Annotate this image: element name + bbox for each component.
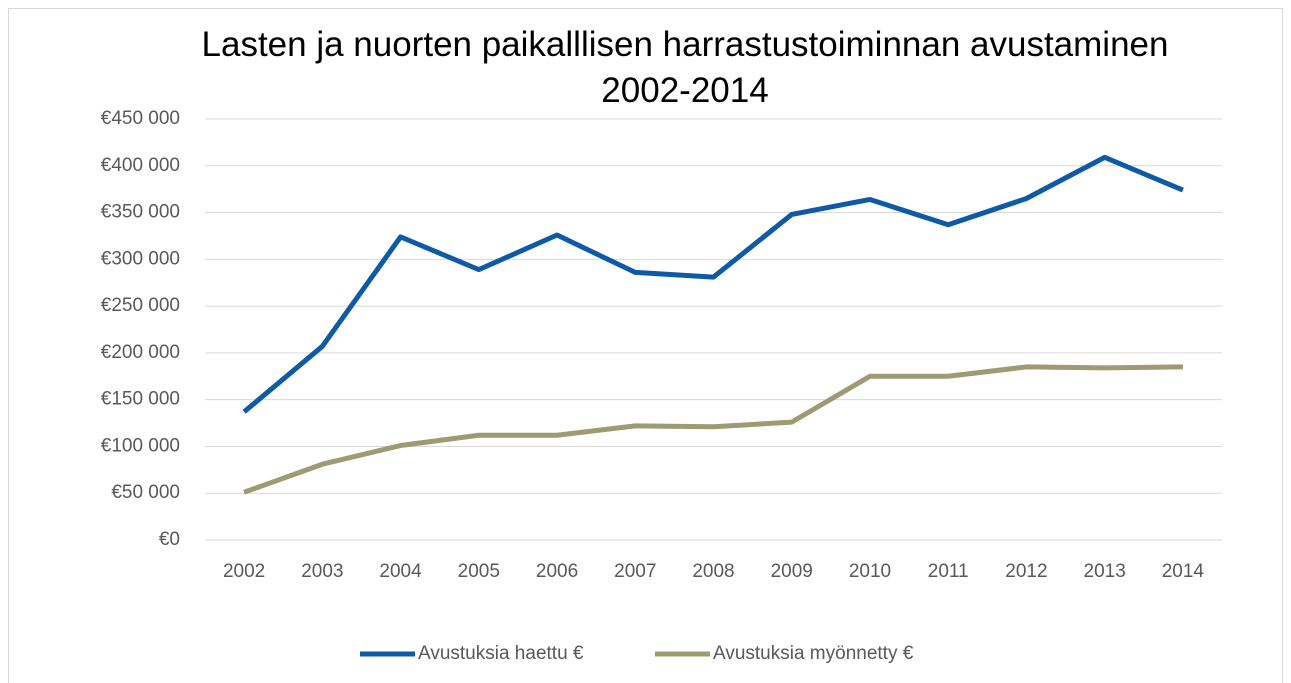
x-tick-label: 2002 [223,561,265,582]
y-tick-label: €50 000 [111,482,180,503]
line [243,364,1183,495]
x-tick-label: 2012 [1005,561,1047,582]
line [242,154,1184,414]
chart-border [8,8,1283,683]
y-tick-label: €200 000 [101,342,180,363]
x-tick-label: 2010 [849,561,891,582]
x-tick-label: 2003 [301,561,343,582]
x-tick-label: 2007 [614,561,656,582]
x-tick-label: 2005 [458,561,500,582]
x-tick-label: 2004 [379,561,422,582]
y-tick-label: €0 [159,529,180,550]
x-tick-label: 2009 [771,561,813,582]
x-tick-label: 2014 [1162,561,1205,582]
chart-title: Lasten ja nuorten paikalllisen harrastus… [201,25,1169,110]
y-tick-label: €100 000 [101,435,180,456]
x-tick-label: 2011 [928,561,969,582]
y-tick-label: €150 000 [101,389,180,410]
y-tick-label: €450 000 [101,108,180,129]
legend-label: Avustuksia haettu € [418,643,584,664]
y-tick-label: €300 000 [101,248,180,269]
y-tick-label: €400 000 [101,155,180,176]
x-tick-label: 2013 [1084,561,1126,582]
legend-label: Avustuksia myönnetty € [713,643,914,664]
y-tick-label: €350 000 [101,202,180,223]
x-tick-label: 2006 [536,561,578,582]
y-tick-label: €250 000 [101,295,180,316]
x-tick-label: 2008 [692,561,734,582]
